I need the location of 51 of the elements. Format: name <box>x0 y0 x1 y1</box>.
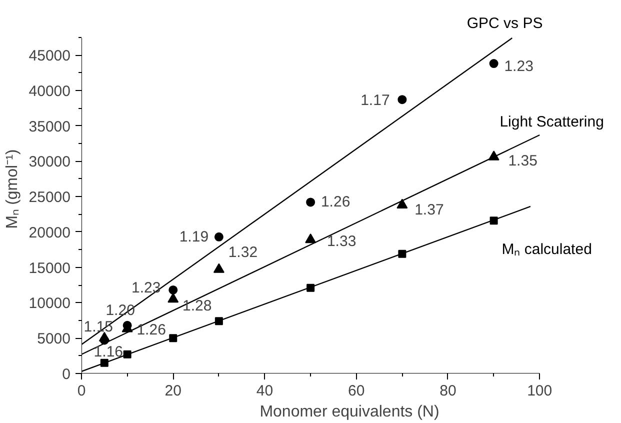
y-tick-label: 20000 <box>28 224 71 242</box>
annotation: 1.17 <box>360 92 390 110</box>
point <box>168 286 178 294</box>
x-tick-label: 100 <box>527 382 552 400</box>
x-tick-label: 40 <box>256 382 274 400</box>
point <box>488 150 500 160</box>
point <box>123 350 132 358</box>
annotation: 1.19 <box>179 228 209 246</box>
annotation: 1.26 <box>136 321 166 338</box>
point <box>396 198 408 208</box>
x-tick-label: 0 <box>77 382 86 400</box>
y-tick-label: 10000 <box>28 295 71 312</box>
point <box>398 250 406 258</box>
annotation: 1.32 <box>228 244 258 261</box>
text: GPC vs PS <box>466 15 543 32</box>
y-tick-label: 0 <box>62 366 70 383</box>
point <box>306 198 316 207</box>
point <box>398 95 407 104</box>
annotation: 1.23 <box>504 58 534 76</box>
annotation: 1.26 <box>320 194 350 211</box>
y-tick-label: 25000 <box>28 189 71 206</box>
y-tick-label: 35000 <box>28 118 71 136</box>
point <box>305 233 316 244</box>
point <box>214 232 224 242</box>
x-tick-label: 60 <box>348 382 365 400</box>
y-tick-label: 45000 <box>28 48 71 65</box>
point <box>100 336 109 345</box>
x-tick-label: 80 <box>440 382 456 400</box>
point <box>490 216 498 225</box>
annotation: 1.23 <box>132 279 161 296</box>
y-axis-title: Mₙ (gmol⁻¹) <box>4 149 21 229</box>
series-label: Light Scattering <box>500 113 604 130</box>
point <box>214 317 223 326</box>
annotation: 1.28 <box>182 298 212 315</box>
point <box>100 358 108 367</box>
point <box>169 334 178 342</box>
x-tick-label: 20 <box>164 382 182 400</box>
point <box>489 59 498 68</box>
point <box>168 292 179 303</box>
y-tick-label: 30000 <box>28 154 71 171</box>
annotation: 1.35 <box>508 152 538 170</box>
y-tick-label: 5000 <box>37 330 71 348</box>
y-tick-label: 40000 <box>28 82 71 100</box>
annotation: 1.16 <box>94 343 124 360</box>
annotation: 1.37 <box>414 202 444 219</box>
point <box>306 284 315 292</box>
y-tick-label: 15000 <box>28 260 71 277</box>
series-label: Mₙ calculated <box>502 241 592 258</box>
point <box>213 263 224 273</box>
x-axis-title: Monomer equivalents (N) <box>260 404 440 420</box>
annotation: 1.33 <box>326 233 356 250</box>
